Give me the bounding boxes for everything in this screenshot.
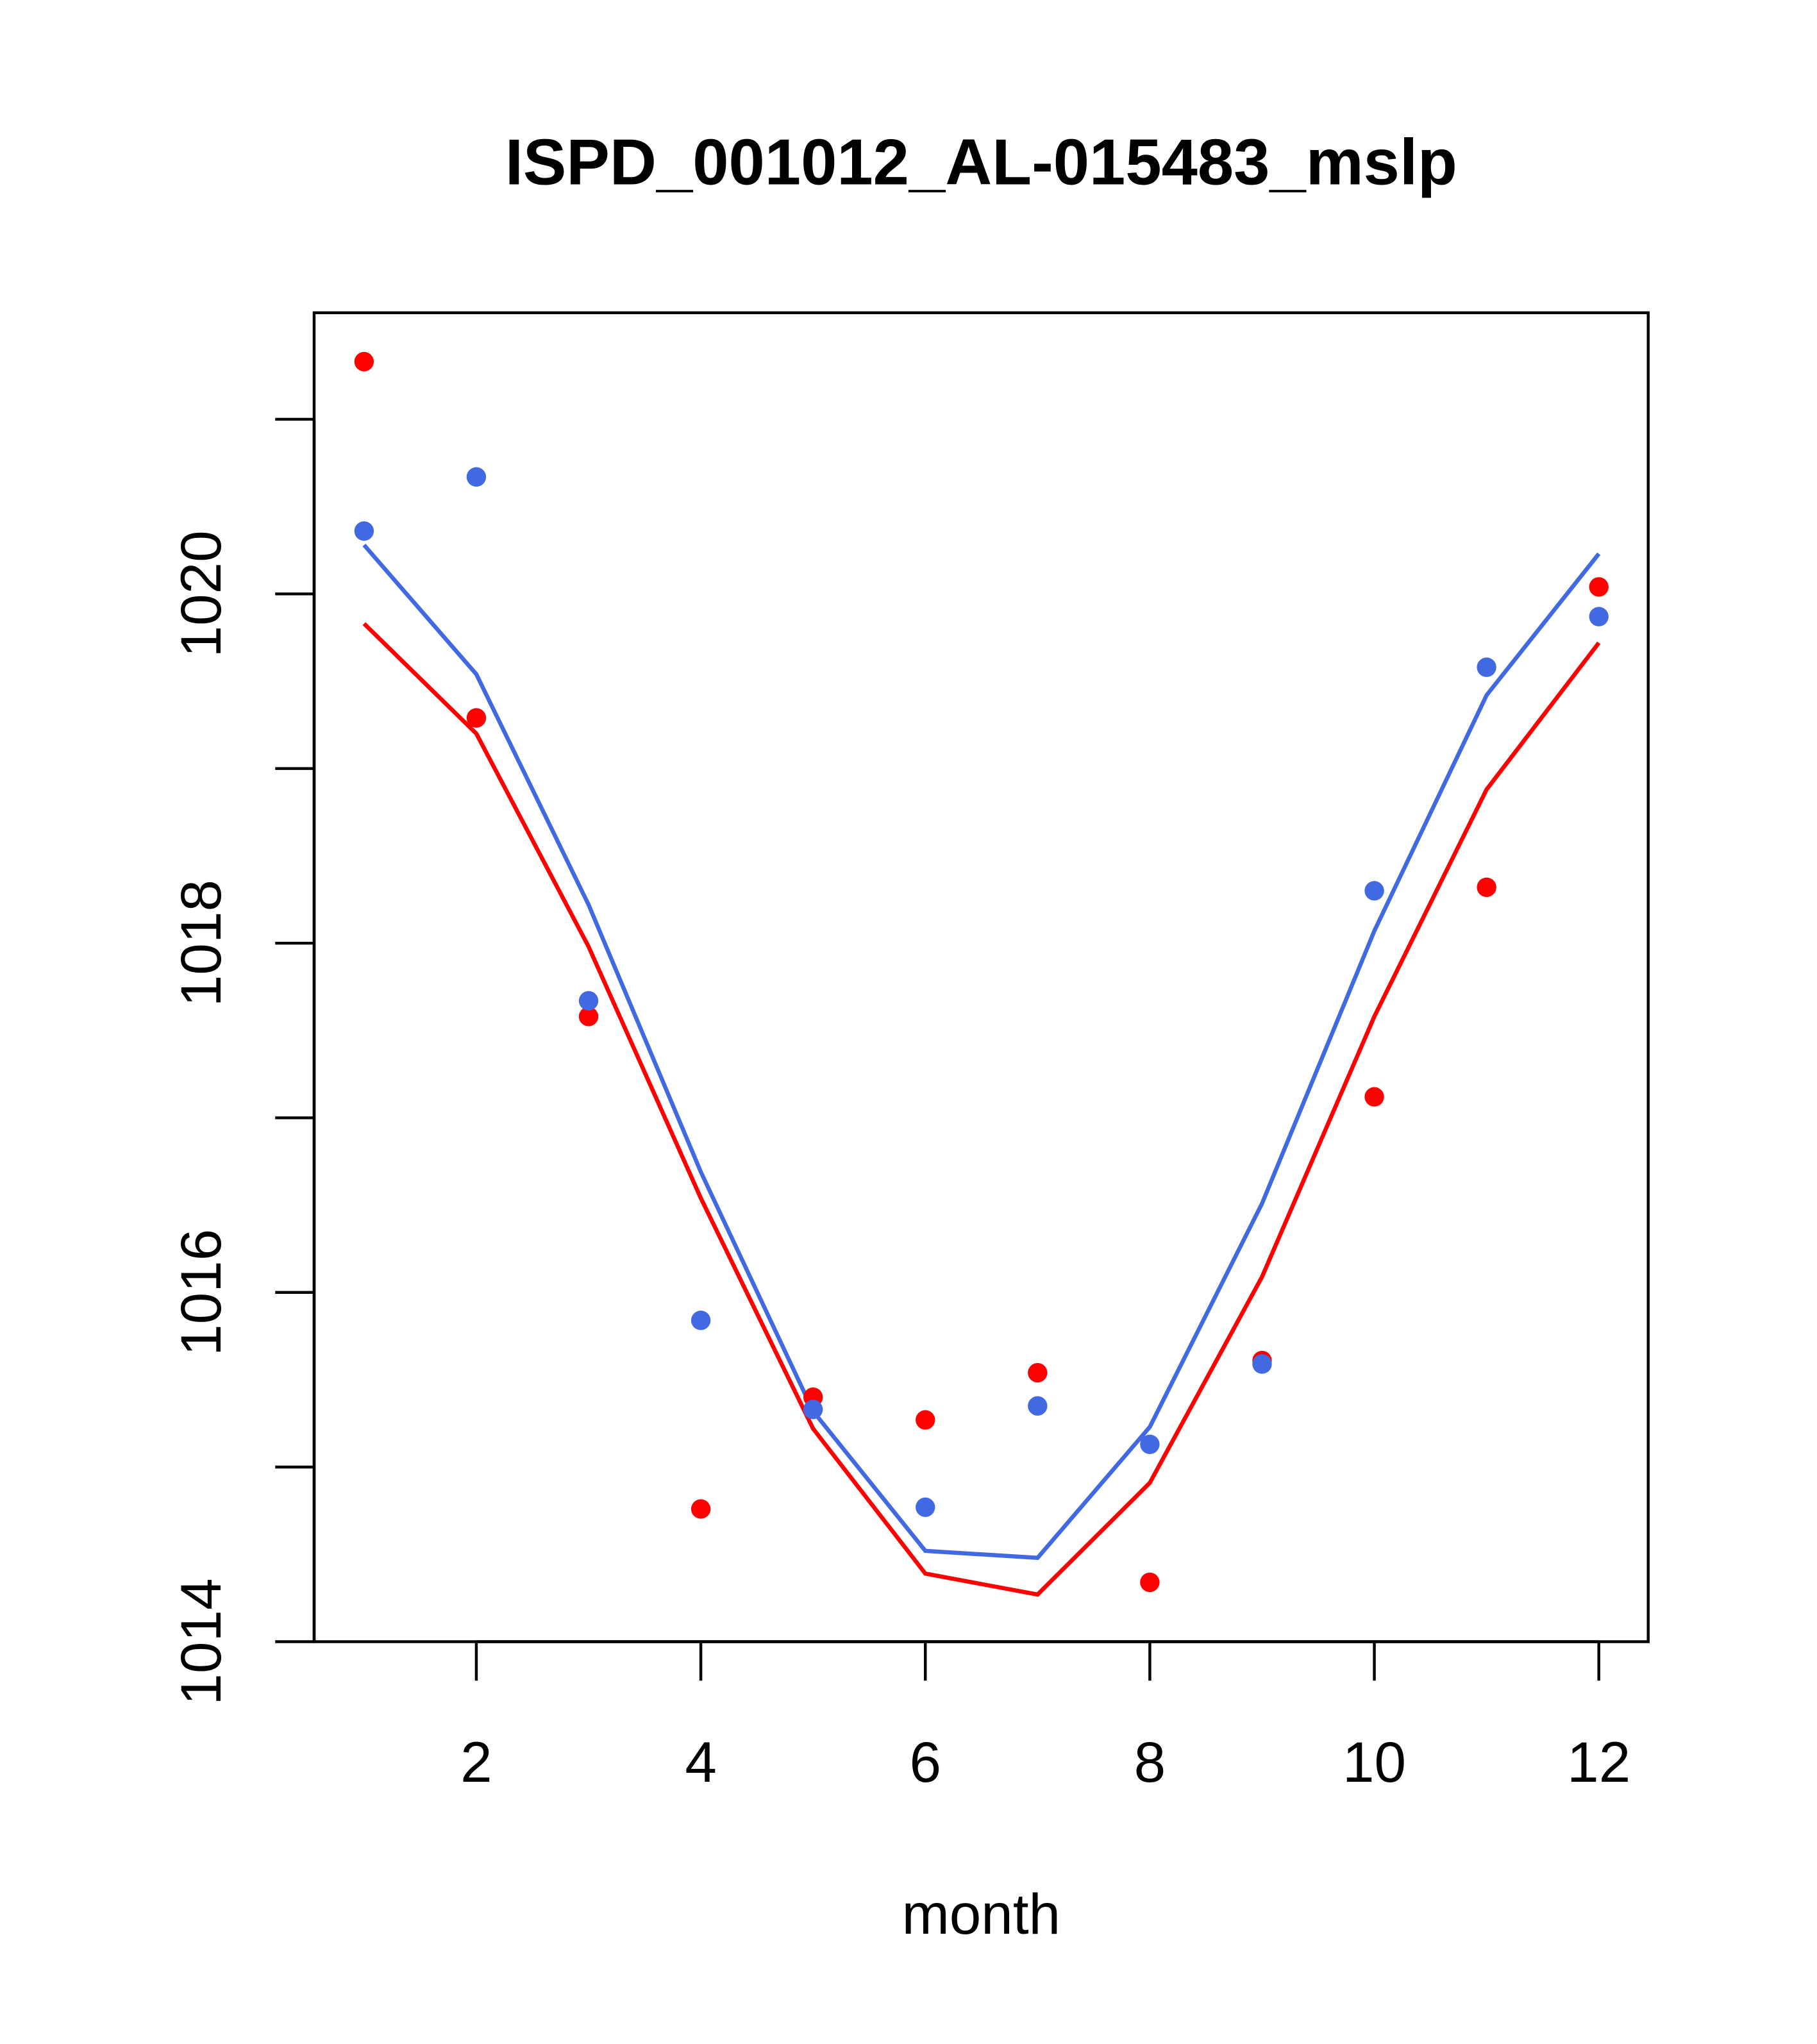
series-lines: [362, 543, 1601, 1597]
series-points: [354, 351, 1609, 1593]
red-points-point: [466, 708, 487, 728]
plot-frame: [312, 311, 1650, 1643]
y-tick-label: 1016: [169, 1229, 233, 1356]
blue-points-point: [466, 467, 487, 487]
x-tick-label: 2: [460, 1730, 492, 1794]
red-points-point: [1477, 877, 1496, 898]
x-tick-label: 10: [1343, 1730, 1406, 1794]
y-tick-label: 1018: [169, 880, 233, 1007]
blue-points-point: [803, 1400, 823, 1420]
red-points-point: [578, 1007, 599, 1026]
x-tick-label: 4: [685, 1730, 717, 1794]
red-points-point: [1364, 1087, 1384, 1107]
red-line-series: [362, 622, 1601, 1597]
blue-points-point: [1589, 607, 1609, 626]
blue-points-point: [1477, 657, 1496, 677]
red-points-point: [916, 1410, 935, 1430]
y-axis: 1014 1016 1018 1020: [169, 417, 316, 1705]
x-axis-label: month: [902, 1882, 1061, 1946]
blue-points-point: [691, 1311, 711, 1330]
x-tick-label: 8: [1134, 1730, 1166, 1794]
red-points-point: [691, 1499, 711, 1519]
x-tick-label: 12: [1567, 1730, 1630, 1794]
red-points-point: [354, 351, 374, 372]
x-axis: 2 4 6 8 10 12: [460, 1640, 1630, 1794]
blue-points-point: [1252, 1354, 1272, 1374]
red-points-point: [1028, 1362, 1048, 1383]
y-tick-label: 1014: [169, 1578, 233, 1705]
blue-line-series: [362, 543, 1601, 1561]
blue-points-point: [916, 1497, 935, 1517]
red-points-point: [1140, 1572, 1160, 1593]
x-tick-label: 6: [909, 1730, 941, 1794]
chart-title: ISPD_001012_AL-015483_mslp: [505, 126, 1457, 198]
blue-points-point: [354, 521, 374, 541]
blue-points-point: [1140, 1434, 1160, 1454]
y-tick-label: 1020: [169, 530, 233, 657]
blue-points-point: [1364, 881, 1384, 901]
red-points-point: [1589, 577, 1609, 597]
blue-points-point: [1028, 1396, 1048, 1416]
blue-points-point: [578, 991, 599, 1011]
